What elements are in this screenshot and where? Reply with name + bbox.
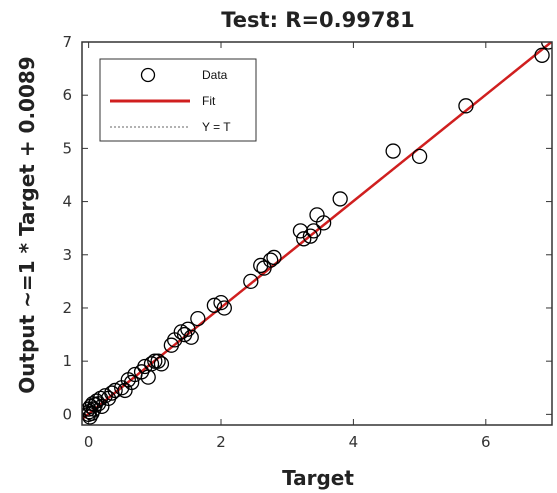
x-axis-label: Target [282,466,354,490]
data-point [173,324,189,340]
data-point [88,393,105,409]
data-point [107,382,123,399]
legend-fit-label: Fit [202,94,216,108]
data-point [180,321,196,337]
y-tick-label: 0 [62,405,72,423]
data-point [263,252,279,268]
legend-data-marker [140,67,156,83]
legend-data-label: Data [202,68,228,82]
legend: Data Fit Y = T [99,58,257,142]
data-point [534,47,550,63]
data-point [332,191,348,207]
data-point [458,98,474,114]
data-point [206,297,223,313]
data-point [216,300,232,316]
data-point [541,42,552,50]
x-tick-label: 0 [84,433,94,451]
data-point [147,353,163,369]
y-tick-label: 1 [62,352,72,370]
x-tick-label: 4 [349,433,359,451]
data-point [292,223,309,239]
y-axis-label: Output ~=1 * Target + 0.0089 [15,56,39,393]
data-points [82,42,552,425]
legend-ref-label: Y = T [202,120,231,134]
data-point [385,143,401,159]
data-point [306,223,322,239]
data-point [190,310,206,327]
x-tick-label: 6 [481,433,491,451]
data-point [97,388,113,404]
data-point [143,356,160,372]
data-point [137,358,153,375]
y-tick-label: 4 [62,193,72,211]
data-point [411,148,428,165]
data-point [315,215,332,231]
y-tick-label: 5 [62,139,72,157]
data-point [243,273,259,290]
plot-frame [81,41,553,426]
data-point [253,257,269,274]
y-tick-label: 7 [62,33,72,51]
x-tick-label: 2 [216,433,226,451]
y-tick-label: 6 [62,86,72,104]
data-point [183,329,199,345]
data-point [153,356,170,372]
data-point [296,231,312,247]
data-point [150,353,166,369]
data-point [123,374,140,391]
chart-title: Test: R=0.99781 [221,8,414,32]
y-tick-label: 2 [62,299,72,317]
y-tick-label: 3 [62,246,72,264]
data-point [266,249,282,266]
